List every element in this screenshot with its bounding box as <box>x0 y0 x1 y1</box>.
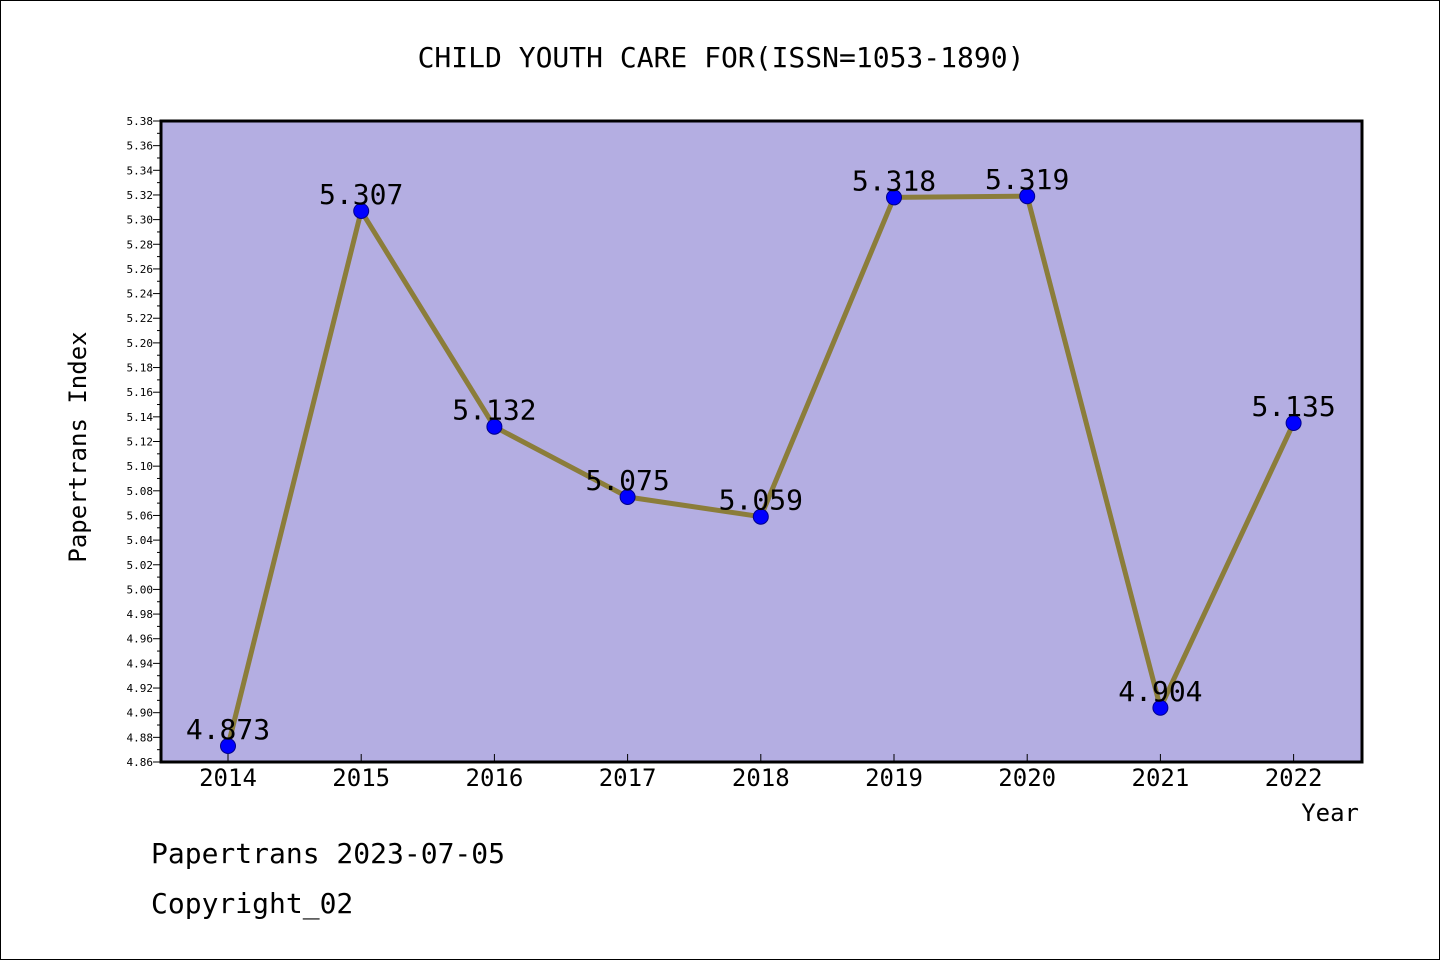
x-tick-label: 2014 <box>199 764 257 792</box>
data-label: 5.319 <box>985 163 1069 196</box>
data-label: 5.307 <box>319 178 403 211</box>
y-tick-label: 4.94 <box>127 657 154 670</box>
y-tick-label: 5.36 <box>127 140 154 153</box>
data-label: 5.059 <box>719 484 803 517</box>
x-tick-label: 2016 <box>466 764 524 792</box>
x-tick-label: 2019 <box>865 764 923 792</box>
y-tick-label: 5.18 <box>127 362 154 375</box>
y-tick-label: 5.16 <box>127 386 154 399</box>
x-tick-label: 2018 <box>732 764 790 792</box>
data-label: 5.075 <box>585 464 669 497</box>
y-tick-label: 5.32 <box>127 189 154 202</box>
plot-area <box>159 119 1364 764</box>
y-tick-label: 4.98 <box>127 608 154 621</box>
data-point <box>220 737 236 754</box>
data-label: 4.873 <box>186 713 270 746</box>
footer-date-text: Papertrans 2023-07-05 <box>151 837 506 870</box>
y-tick-label: 4.86 <box>127 756 154 769</box>
y-tick-label: 5.24 <box>127 288 154 301</box>
data-point <box>752 508 769 525</box>
y-tick-label: 5.20 <box>127 337 154 350</box>
x-tick-label: 2020 <box>998 764 1056 792</box>
y-tick-label: 5.00 <box>127 583 154 596</box>
x-axis: 2014 2015 2016 2017 2018 2019 2020 2021 2022 <box>199 754 1322 792</box>
x-tick-label: 2015 <box>332 764 390 792</box>
y-tick-label: 5.28 <box>127 238 154 251</box>
y-tick-label: 5.38 <box>127 115 154 128</box>
x-tick-label: 2021 <box>1132 764 1190 792</box>
y-axis: 4.86 4.88 4.90 4.92 4.94 4.96 4.98 5.00 5.02 5.04… <box>127 115 161 769</box>
y-tick-label: 5.26 <box>127 263 154 276</box>
y-tick-label: 5.30 <box>127 214 154 227</box>
y-tick-label: 5.06 <box>127 509 154 522</box>
y-tick-label: 5.34 <box>127 164 154 177</box>
data-point <box>486 418 503 435</box>
data-label: 4.904 <box>1118 675 1202 708</box>
data-point <box>886 189 902 206</box>
data-point <box>1152 699 1169 716</box>
y-tick-label: 5.08 <box>127 485 154 498</box>
y-axis-label: Papertrans Index <box>64 331 92 562</box>
data-point <box>1019 188 1036 205</box>
data-point <box>353 202 370 219</box>
y-tick-label: 5.12 <box>127 436 154 449</box>
y-tick-label: 5.02 <box>127 559 154 572</box>
footer-copyright-text: Copyright_02 <box>151 887 354 920</box>
y-tick-label: 4.88 <box>127 731 154 744</box>
data-label: 5.135 <box>1251 390 1335 423</box>
y-tick-label: 5.10 <box>127 460 154 473</box>
data-label: 5.318 <box>852 164 936 197</box>
x-tick-label: 2017 <box>599 764 657 792</box>
data-point <box>619 488 636 505</box>
x-tick-label: 2022 <box>1265 764 1323 792</box>
y-tick-label: 5.22 <box>127 312 154 325</box>
y-tick-label: 4.90 <box>127 707 154 720</box>
x-axis-label: Year <box>1301 799 1359 827</box>
series-layer: 4.873 5.307 5.132 5.075 5.059 5.318 5.319 4.904… <box>186 163 1336 754</box>
y-tick-label: 4.92 <box>127 682 154 695</box>
chart-title: CHILD YOUTH CARE FOR(ISSN=1053-1890) <box>418 41 1025 74</box>
data-label: 5.132 <box>452 394 536 427</box>
y-tick-label: 5.04 <box>127 534 154 547</box>
y-tick-label: 5.14 <box>127 411 154 424</box>
data-point <box>1285 415 1302 432</box>
y-tick-label: 4.96 <box>127 633 154 646</box>
